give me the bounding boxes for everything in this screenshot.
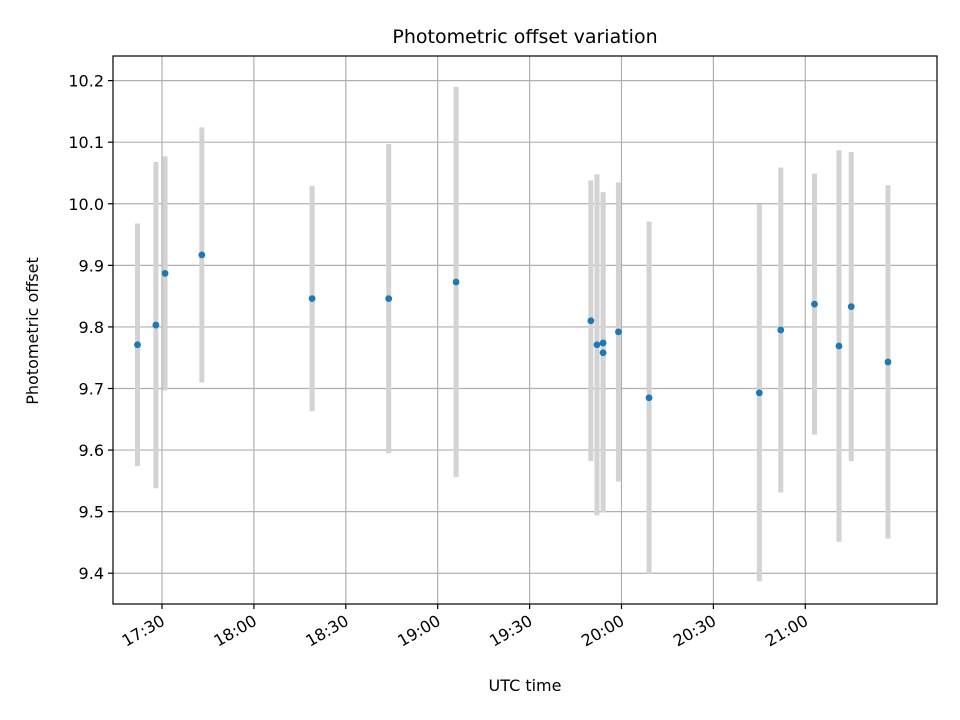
- data-point: [755, 389, 763, 397]
- data-point: [811, 300, 818, 308]
- data-point: [385, 295, 393, 302]
- data-point: [599, 349, 607, 357]
- data-point: [645, 394, 653, 402]
- y-axis-ticks: 9.4 9.5 9.6 9.7 9.8 9.9 10.0 10.1 10.2: [68, 72, 113, 583]
- data-point: [587, 317, 595, 325]
- data-point: [593, 341, 601, 349]
- data-point: [308, 295, 316, 302]
- data-point: [152, 321, 160, 329]
- x-axis-title: UTC time: [489, 676, 562, 695]
- data-point: [884, 358, 892, 366]
- data-point: [452, 278, 460, 286]
- data-point: [847, 303, 855, 311]
- grid: [113, 56, 937, 604]
- y-tick-label: 9.6: [79, 441, 104, 460]
- data-points: [134, 251, 892, 402]
- data-point: [777, 326, 785, 334]
- plot-area-frame: [112, 55, 938, 605]
- y-tick-label: 9.8: [79, 318, 104, 337]
- y-tick-label: 10.0: [68, 195, 104, 214]
- data-point: [599, 339, 607, 347]
- data-point: [161, 269, 169, 277]
- y-tick-label: 9.9: [79, 256, 104, 275]
- data-point: [134, 341, 141, 349]
- chart-title: Photometric offset variation: [392, 26, 657, 48]
- data-point: [615, 328, 622, 336]
- y-tick-label: 10.1: [68, 133, 104, 152]
- data-point: [835, 342, 843, 350]
- y-tick-label: 9.7: [79, 379, 104, 398]
- data-point: [198, 251, 206, 259]
- y-tick-label: 9.5: [79, 503, 104, 522]
- y-axis-title: Photometric offset: [23, 257, 42, 405]
- y-tick-label: 9.4: [79, 564, 104, 583]
- y-tick-label: 10.2: [68, 72, 104, 91]
